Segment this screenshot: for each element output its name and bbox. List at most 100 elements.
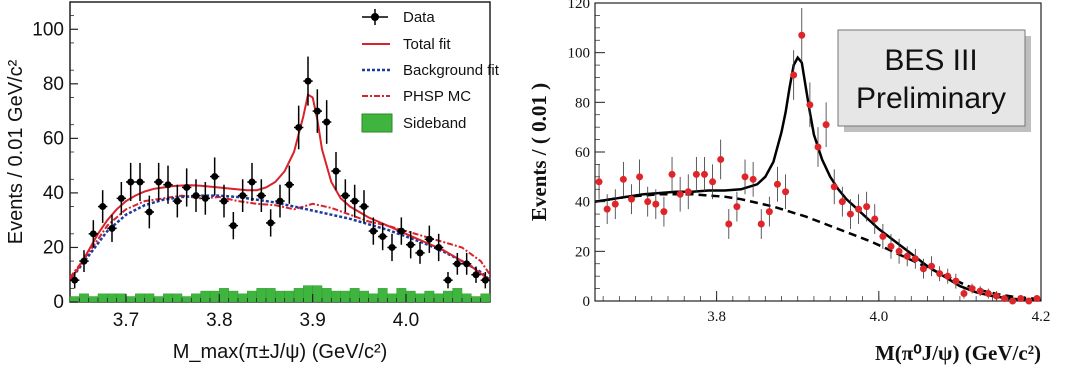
sideband-bar	[340, 290, 351, 303]
sideband-bar	[125, 296, 136, 303]
data-point	[709, 164, 717, 200]
data-point	[266, 209, 276, 237]
data-point	[406, 231, 416, 259]
data-marker	[619, 175, 627, 183]
data-point	[210, 157, 220, 196]
data-point	[952, 273, 960, 289]
data-marker	[838, 198, 846, 206]
legend-item-sideband: Sideband	[361, 113, 466, 133]
x-axis-label: M_max(π±J/ψ) (GeV/c²)	[173, 341, 388, 363]
sideband-bar	[349, 288, 360, 303]
data-marker	[806, 101, 814, 109]
data-point	[368, 217, 378, 245]
sideband-bar	[237, 293, 248, 303]
data-marker	[463, 260, 471, 268]
data-marker	[1017, 295, 1025, 303]
data-marker	[911, 255, 919, 263]
data-point	[256, 179, 266, 212]
data-marker	[313, 107, 321, 115]
data-point	[350, 184, 360, 218]
data-marker	[984, 290, 992, 298]
data-marker	[341, 192, 349, 200]
data-point	[163, 165, 173, 204]
data-point	[434, 233, 444, 262]
y-tick-label: 120	[568, 0, 591, 12]
x-tick-label: 3.8	[707, 309, 726, 325]
data-point	[992, 291, 1000, 301]
sideband-bar	[303, 285, 313, 303]
x-tick-label: 4.0	[393, 310, 419, 331]
data-marker	[481, 276, 489, 284]
data-marker	[717, 155, 725, 163]
data-marker	[267, 219, 275, 227]
x-tick-label: 4.2	[1032, 309, 1051, 325]
data-point	[359, 190, 369, 223]
data-marker	[183, 183, 191, 191]
data-marker	[201, 194, 209, 202]
data-point	[603, 194, 611, 225]
data-point	[303, 56, 313, 106]
y-tick-label: 60	[43, 128, 64, 149]
data-marker	[879, 232, 887, 240]
data-marker	[89, 230, 97, 238]
data-point	[471, 266, 481, 283]
legend-label: Background fit	[403, 62, 500, 79]
data-marker	[444, 276, 452, 284]
data-marker	[676, 190, 684, 198]
data-marker	[323, 118, 331, 126]
data-point	[660, 196, 668, 227]
sideband-bar	[69, 296, 80, 303]
legend-label: Sideband	[403, 115, 466, 132]
data-point	[919, 258, 927, 279]
data-point	[247, 162, 257, 202]
data-point	[636, 159, 644, 195]
data-marker	[627, 195, 635, 203]
data-point	[322, 100, 332, 144]
data-marker	[164, 181, 172, 189]
sideband-bar	[275, 290, 285, 303]
data-marker	[644, 198, 652, 206]
data-marker	[416, 249, 424, 257]
data-marker	[960, 290, 968, 298]
sideband-bar	[480, 293, 491, 303]
data-point	[749, 161, 757, 197]
data-marker	[595, 178, 603, 186]
legend-item-data: Data	[362, 9, 435, 26]
data-point	[135, 162, 145, 202]
data-marker	[700, 170, 708, 178]
y-tick-label: 20	[43, 237, 64, 258]
sideband-bar	[107, 293, 117, 303]
data-marker	[360, 203, 368, 211]
data-marker	[397, 227, 405, 235]
data-marker	[903, 252, 911, 260]
sideband-bar	[209, 290, 220, 303]
legend-item-phsp-mc: PHSP MC	[362, 88, 471, 105]
y-axis-label: Events / ( 0.01 )	[527, 83, 551, 221]
sideband-bar	[144, 293, 155, 303]
data-marker	[136, 178, 144, 186]
data-marker	[968, 285, 976, 293]
data-point	[968, 283, 976, 294]
data-point	[415, 242, 425, 264]
data-point	[294, 105, 304, 150]
legend-label: Data	[403, 9, 435, 26]
data-marker	[407, 241, 415, 249]
data-marker	[332, 167, 340, 175]
sideband-bar	[331, 290, 341, 303]
data-point	[684, 174, 692, 210]
data-marker	[660, 208, 668, 216]
y-tick-label: 80	[43, 74, 64, 95]
data-marker	[369, 227, 377, 235]
data-point	[619, 161, 627, 197]
x-tick-label: 3.9	[299, 310, 325, 331]
data-point	[806, 82, 814, 128]
data-point	[396, 217, 406, 245]
data-point	[668, 156, 676, 192]
data-marker	[173, 197, 181, 205]
data-marker	[145, 208, 153, 216]
data-point	[790, 50, 798, 100]
data-marker	[814, 143, 822, 151]
data-marker	[733, 203, 741, 211]
sideband-bar	[116, 293, 127, 303]
data-point	[887, 233, 895, 259]
